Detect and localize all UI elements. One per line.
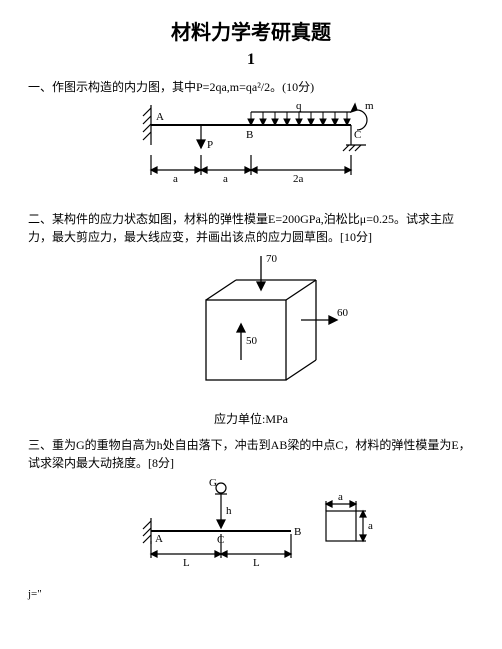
fig3-label-h: h: [226, 505, 232, 517]
problem-1-text: 一、作图示构造的内力图，其中P=2qa,m=qa²/2。(10分): [28, 78, 474, 96]
fig1-dim-a1: a: [173, 173, 178, 185]
footer-text: j=": [28, 586, 474, 603]
fig1-label-B: B: [246, 129, 253, 141]
fig3-dim-L1: L: [183, 557, 190, 569]
fig1-label-C: C: [354, 129, 361, 141]
fig3-label-B: B: [294, 526, 301, 538]
fig1-dim-2a: 2a: [293, 173, 304, 185]
figure-3: G h A C B L L a a: [111, 476, 391, 576]
fig1-dim-a2: a: [223, 173, 228, 185]
figure-1: A B C P q m a a 2a: [121, 100, 381, 200]
fig3-dim-L2: L: [253, 557, 260, 569]
fig3-dim-a-top: a: [338, 491, 343, 503]
fig3-label-C: C: [217, 534, 224, 546]
page-subtitle: 1: [28, 48, 474, 72]
fig3-label-A: A: [155, 533, 163, 545]
problem-3-text: 三、重为G的重物自高为h处自由落下，冲击到AB梁的中点C，材料的弹性模量为E，试…: [28, 436, 474, 472]
problem-1: 一、作图示构造的内力图，其中P=2qa,m=qa²/2。(10分): [28, 78, 474, 200]
figure-2: 70 60 50: [151, 250, 351, 400]
fig1-label-A: A: [156, 111, 164, 123]
fig1-label-m: m: [365, 100, 374, 112]
fig1-label-P: P: [207, 139, 213, 151]
problem-2-text: 二、某构件的应力状态如图，材料的弹性模量E=200GPa,泊松比μ=0.25。试…: [28, 210, 474, 246]
fig2-label-50: 50: [246, 335, 258, 347]
fig3-label-G: G: [209, 477, 217, 489]
figure-2-caption: 应力单位:MPa: [28, 410, 474, 428]
problem-2: 二、某构件的应力状态如图，材料的弹性模量E=200GPa,泊松比μ=0.25。试…: [28, 210, 474, 428]
fig2-label-60: 60: [337, 307, 349, 319]
fig1-label-q: q: [296, 100, 302, 112]
fig3-dim-a-side: a: [368, 520, 373, 532]
problem-3: 三、重为G的重物自高为h处自由落下，冲击到AB梁的中点C，材料的弹性模量为E，试…: [28, 436, 474, 576]
page-title: 材料力学考研真题: [28, 18, 474, 48]
fig2-label-70: 70: [266, 253, 278, 265]
